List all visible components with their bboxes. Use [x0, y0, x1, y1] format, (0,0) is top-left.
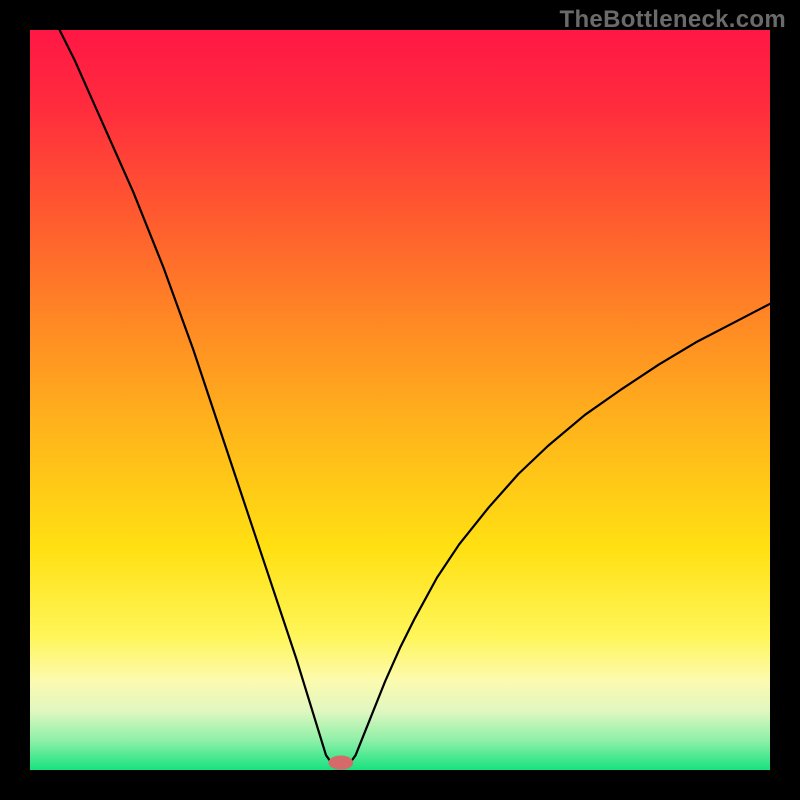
vertex-marker	[329, 756, 353, 769]
plot-background	[30, 30, 770, 770]
bottleneck-chart	[0, 0, 800, 800]
watermark-text: TheBottleneck.com	[560, 6, 786, 34]
chart-container: TheBottleneck.com	[0, 0, 800, 800]
